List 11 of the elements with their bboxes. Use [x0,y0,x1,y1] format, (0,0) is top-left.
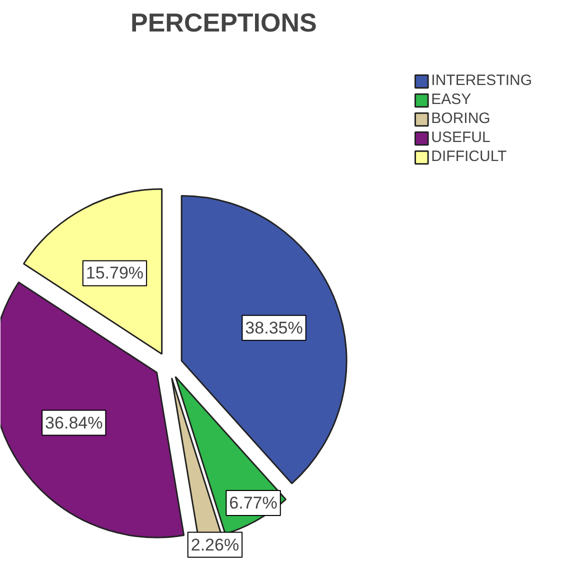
chart-title: PERCEPTIONS [130,8,317,38]
data-label: 38.35% [245,318,303,338]
legend-label: BORING [431,110,490,127]
legend-label: USEFUL [431,129,490,146]
data-label: 2.26% [190,535,240,554]
legend-label: EASY [431,91,472,108]
data-label: 36.84% [45,413,103,432]
legend-label: DIFFICULT [431,148,507,165]
data-label: 6.77% [229,493,278,512]
legend-label: INTERESTING [431,72,532,89]
data-label: 15.79% [86,264,144,283]
